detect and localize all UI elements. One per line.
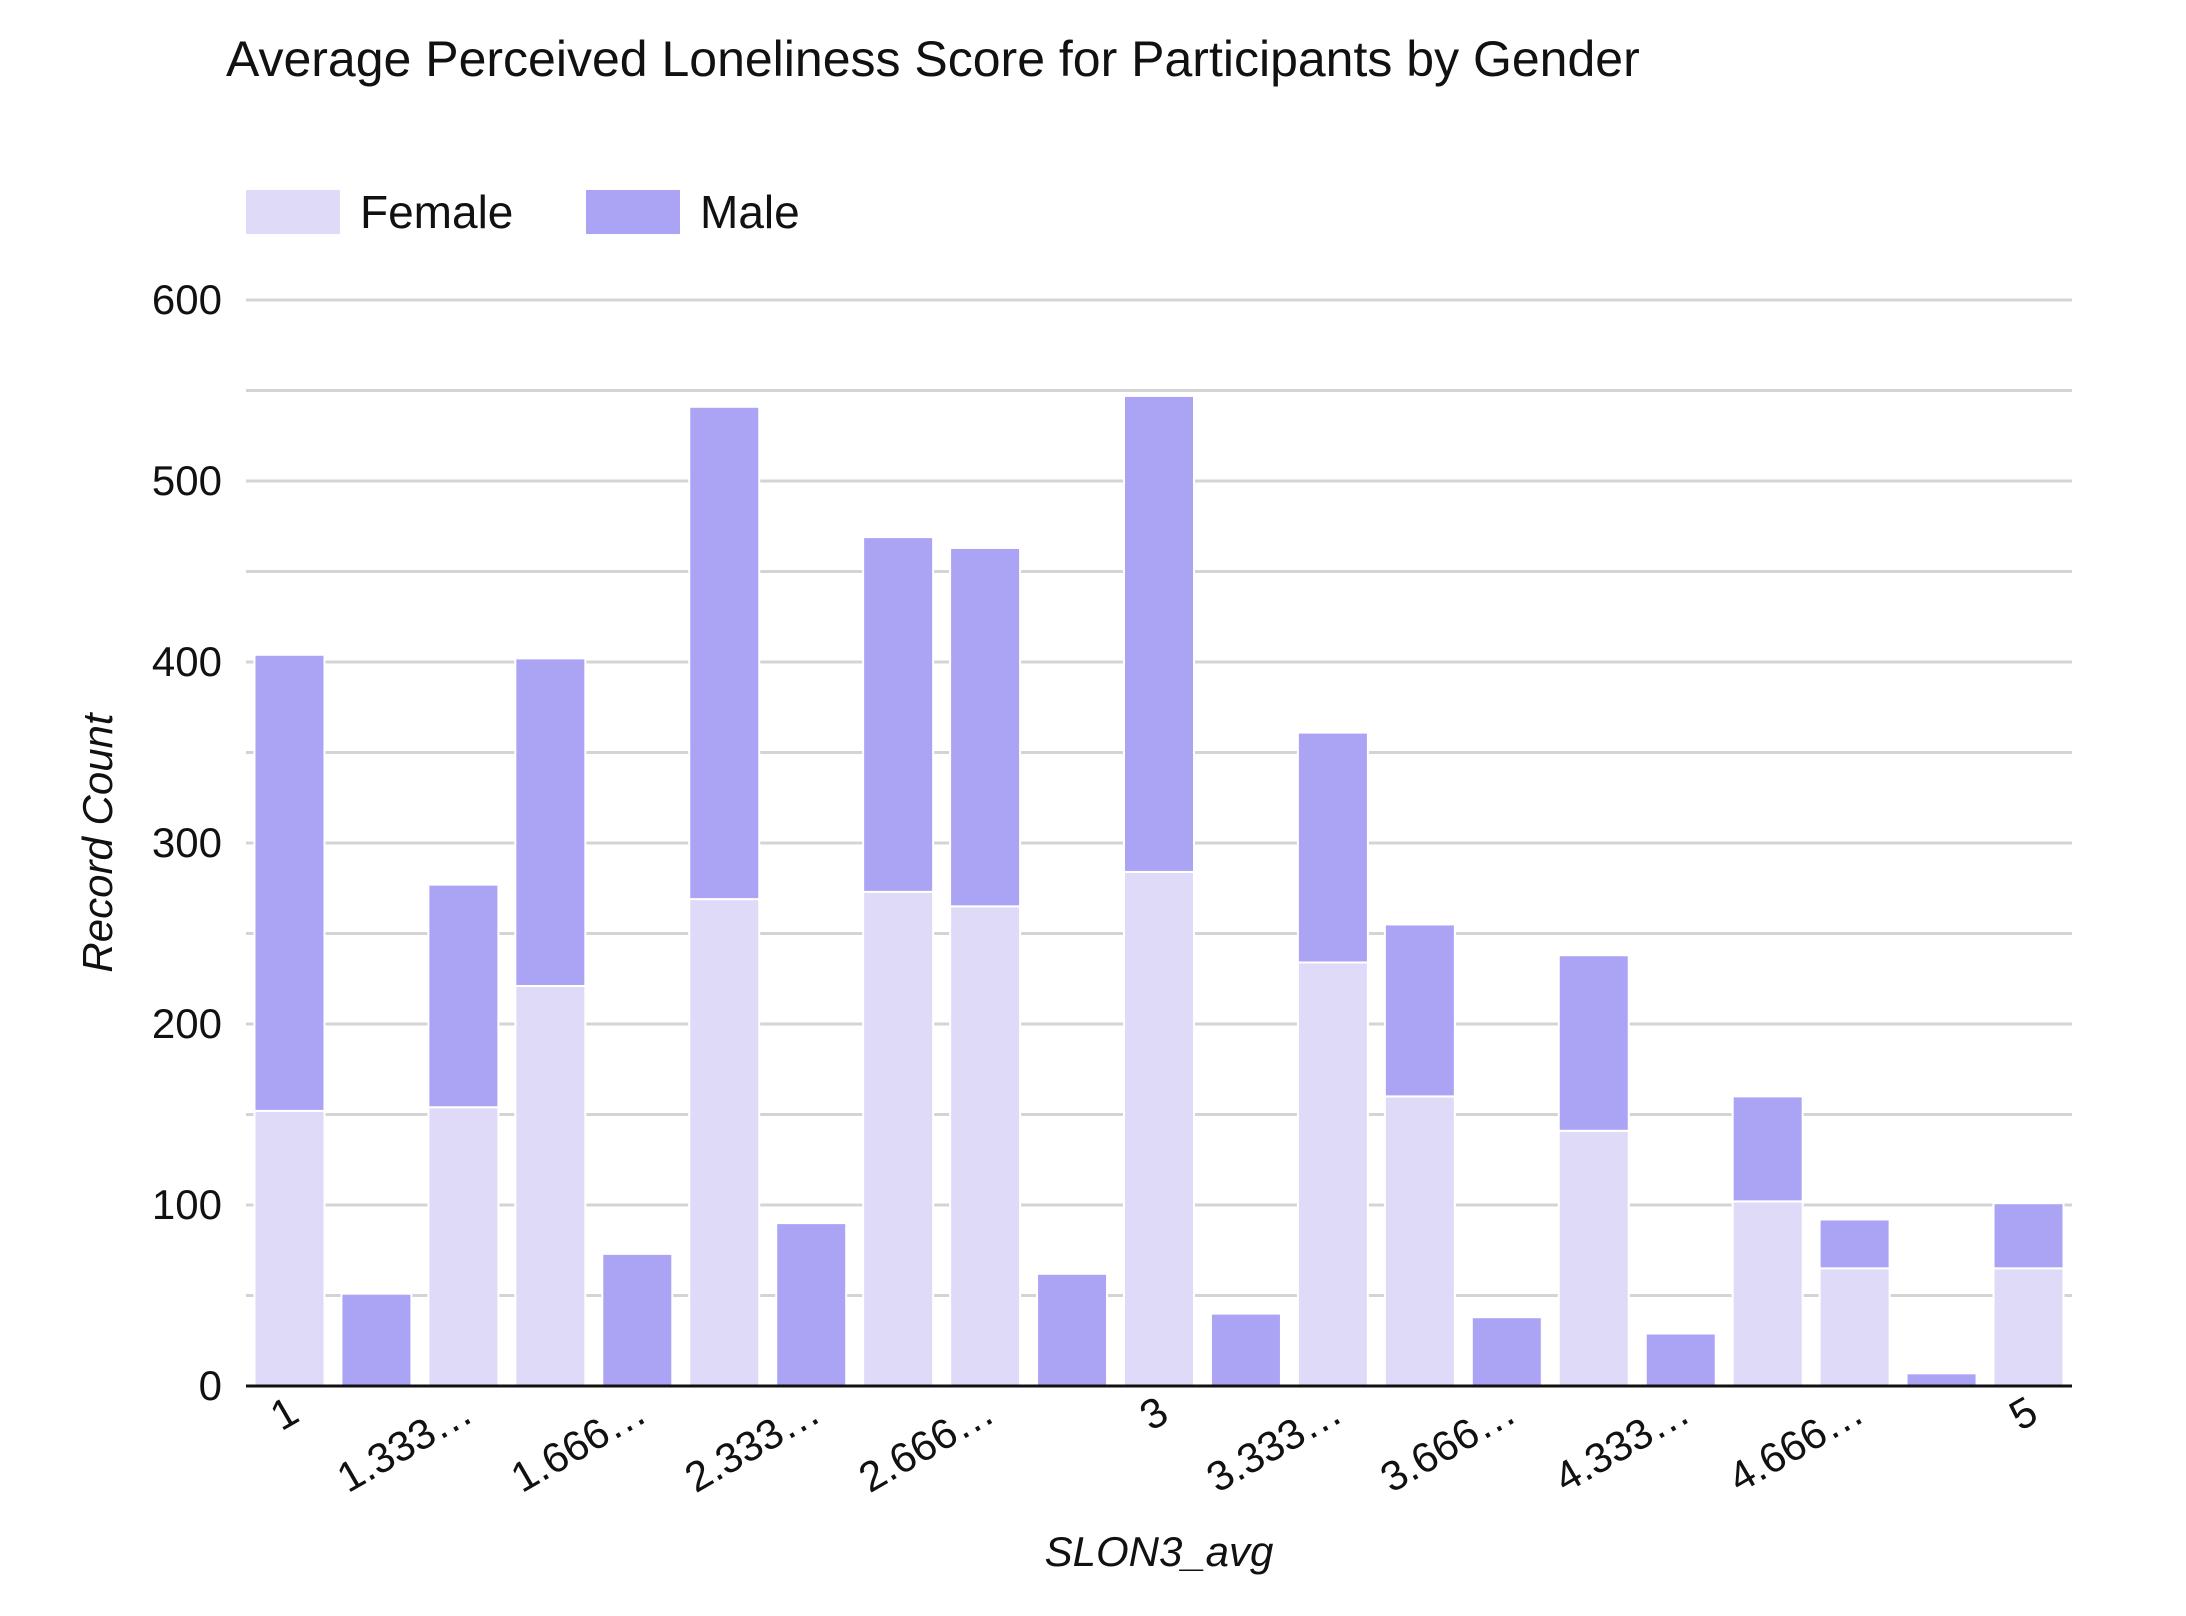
bar-male [1209, 1312, 1282, 1387]
x-tick-label: 3 [1132, 1387, 1176, 1439]
y-tick-label: 300 [152, 819, 222, 866]
y-axis-title: Record Count [74, 711, 121, 972]
bar-male [427, 883, 500, 1109]
bar-male [1470, 1316, 1543, 1387]
bar-male [1992, 1202, 2065, 1270]
legend-label-male: Male [700, 186, 800, 238]
bar-male [1036, 1272, 1109, 1388]
bar-female [1992, 1267, 2065, 1387]
x-axis-title: SLON3_avg [1045, 1528, 1274, 1575]
bar-male [340, 1292, 413, 1387]
bar-male [1644, 1332, 1717, 1388]
bar-female [688, 898, 761, 1387]
x-tick-label: 4.666… [1720, 1387, 1871, 1501]
x-tick-label: 4.333… [1546, 1387, 1697, 1501]
bar-female [1557, 1129, 1630, 1388]
bar-female [1383, 1095, 1456, 1388]
bar-male [253, 653, 326, 1112]
x-tick-label: 2.666… [851, 1387, 1002, 1501]
bar-female [427, 1106, 500, 1387]
bar-male [1731, 1095, 1804, 1203]
y-tick-label: 600 [152, 276, 222, 323]
bar-male [1383, 923, 1456, 1098]
bar-female [1123, 870, 1195, 1387]
bar-female [949, 905, 1022, 1387]
y-tick-label: 0 [199, 1362, 222, 1409]
bar-male [1123, 394, 1195, 873]
bar-female [514, 984, 587, 1387]
bar-male [1818, 1218, 1891, 1270]
x-tick-label: 1.666… [503, 1387, 654, 1501]
chart-title: Average Perceived Loneliness Score for P… [226, 31, 1640, 87]
bar-male [601, 1252, 674, 1387]
x-tick-label: 3.333… [1199, 1387, 1350, 1501]
bar-male [775, 1222, 848, 1387]
bar-female [862, 890, 935, 1387]
bar-male [1905, 1372, 1978, 1387]
legend-swatch-male [586, 190, 680, 234]
bar-female [1296, 961, 1369, 1388]
legend-swatch-female [246, 190, 340, 234]
bar-male [688, 405, 761, 901]
x-tick-label: 2.333… [677, 1387, 828, 1501]
bar-male [862, 536, 935, 893]
x-tick-label: 1 [262, 1387, 306, 1439]
y-tick-label: 100 [152, 1181, 222, 1228]
bar-male [1557, 954, 1630, 1132]
y-tick-label: 200 [152, 1000, 222, 1047]
y-tick-label: 400 [152, 638, 222, 685]
bar-female [253, 1109, 326, 1387]
bar-female [1818, 1267, 1891, 1387]
x-tick-label: 5 [2001, 1387, 2045, 1439]
bar-female [1731, 1200, 1804, 1387]
legend-label-female: Female [360, 186, 513, 238]
bar-male [514, 657, 587, 987]
bar-male [949, 546, 1022, 908]
y-tick-label: 500 [152, 457, 222, 504]
x-tick-label: 1.333… [329, 1387, 480, 1501]
bar-male [1296, 731, 1369, 964]
x-tick-label: 3.666… [1372, 1387, 1523, 1501]
